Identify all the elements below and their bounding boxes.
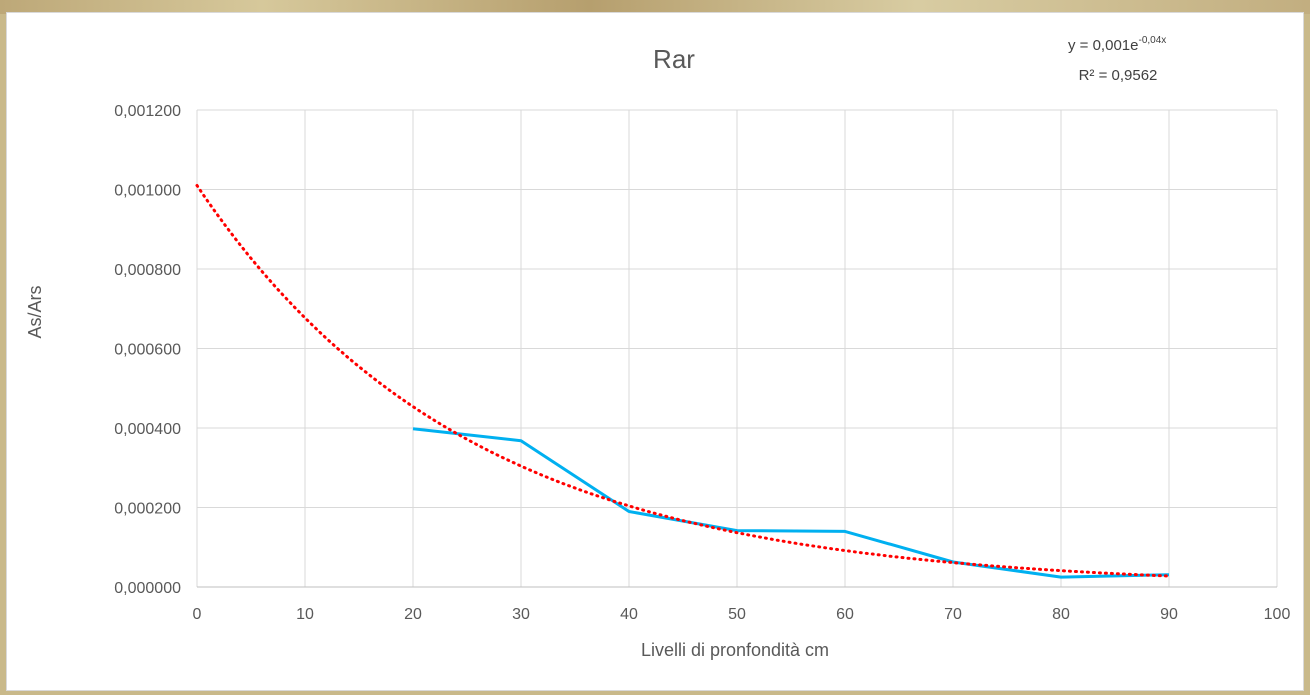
x-tick-label: 50 (728, 606, 746, 623)
series-line (412, 427, 1170, 579)
x-tick-label: 80 (1052, 606, 1070, 623)
equation-exponent: -0,04x (1138, 35, 1166, 46)
x-tick-label: 60 (836, 606, 854, 623)
x-tick-label: 90 (1160, 606, 1178, 623)
grid (196, 109, 1278, 588)
x-tick-label: 40 (620, 606, 638, 623)
equation-prefix: y = 0,001e (1068, 37, 1138, 54)
y-tick-label: 0,000200 (114, 501, 181, 518)
x-tick-label: 20 (404, 606, 422, 623)
y-axis-title: As/Ars (25, 285, 45, 338)
trendline (195, 184, 1171, 578)
backdrop-strip (0, 0, 1310, 14)
trendline-equation: y = 0,001e-0,04x (1068, 35, 1166, 54)
trendline-r-squared: R² = 0,9562 (1079, 67, 1158, 84)
x-tick-label: 10 (296, 606, 314, 623)
y-tick-label: 0,000800 (114, 262, 181, 279)
y-tick-label: 0,001000 (114, 183, 181, 200)
series-layer (195, 184, 1171, 579)
chart-title: Rar (653, 44, 695, 74)
y-tick-label: 0,000400 (114, 421, 181, 438)
x-tick-label: 0 (193, 606, 202, 623)
x-tick-label: 70 (944, 606, 962, 623)
x-tick-label: 30 (512, 606, 530, 623)
axes: 0,000000 0,000200 0,000400 0,000600 0,000800… (114, 103, 1290, 623)
chart-svg: 0,000000 0,000200 0,000400 0,000600 0,000800… (25, 35, 1290, 660)
chart-area: 0,000000 0,000200 0,000400 0,000600 0,000800… (6, 12, 1304, 691)
x-axis-title: Livelli di pronfondità cm (641, 640, 829, 660)
y-tick-label: 0,000600 (114, 342, 181, 359)
y-tick-label: 0,001200 (114, 103, 181, 120)
x-tick-label: 100 (1264, 606, 1291, 623)
y-tick-label: 0,000000 (114, 580, 181, 597)
